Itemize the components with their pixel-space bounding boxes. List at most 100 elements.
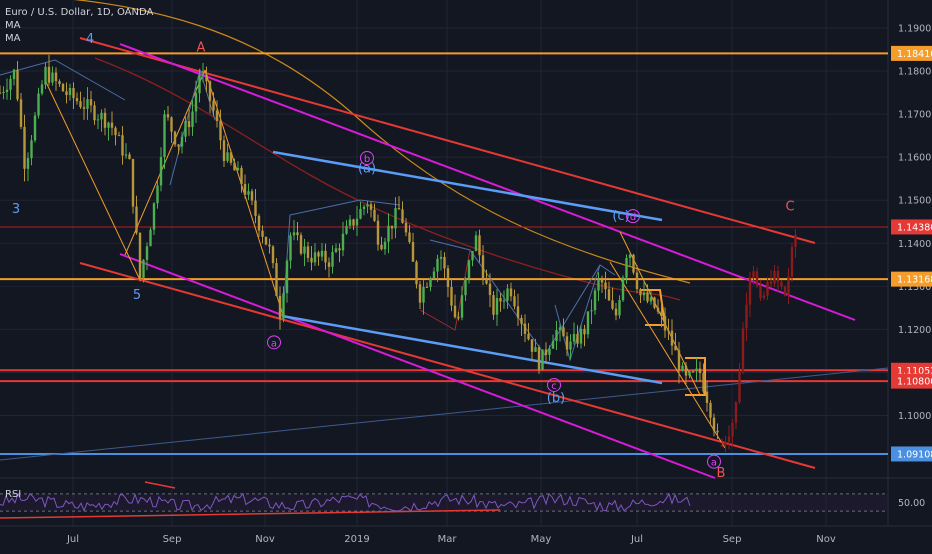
candle-90 xyxy=(313,243,317,266)
price-label-5: 1.09108 xyxy=(891,446,932,462)
x-tick-label-2: Nov xyxy=(255,534,275,545)
candle-118 xyxy=(411,232,415,262)
candle-151 xyxy=(527,323,530,341)
candle-17 xyxy=(58,79,61,87)
candle-78 xyxy=(271,245,275,269)
candle-88 xyxy=(306,241,310,263)
candle-27 xyxy=(93,101,96,125)
projection-candle-13 xyxy=(766,277,769,301)
candle-154 xyxy=(537,344,541,374)
candle-92 xyxy=(320,242,324,261)
candle-175 xyxy=(611,287,614,311)
candle-112 xyxy=(390,225,394,240)
candle-24 xyxy=(82,97,86,120)
candle-162 xyxy=(565,332,569,357)
x-tick-label-7: Sep xyxy=(723,534,742,545)
svg-text:1.09108: 1.09108 xyxy=(897,449,932,460)
x-tick-label-0: Jul xyxy=(66,534,79,545)
candle-39 xyxy=(135,195,138,235)
svg-text:1.14380: 1.14380 xyxy=(897,222,932,233)
wave-label-13: B xyxy=(717,466,726,481)
rsi-line xyxy=(0,492,691,512)
candle-111 xyxy=(387,213,390,254)
svg-text:1.18410: 1.18410 xyxy=(897,49,932,60)
x-tick-label-3: 2019 xyxy=(344,534,369,545)
candle-12 xyxy=(40,80,44,96)
svg-text:4: 4 xyxy=(86,32,94,47)
wave-label-2: 3 xyxy=(12,202,20,217)
candle-53 xyxy=(184,114,187,143)
candle-36 xyxy=(124,143,128,159)
candle-176 xyxy=(614,302,618,321)
candle-202 xyxy=(705,380,709,412)
rsi-label[interactable]: RSI xyxy=(5,489,22,500)
candle-49 xyxy=(170,116,173,143)
candle-136 xyxy=(474,231,478,252)
candle-137 xyxy=(478,229,481,263)
candle-108 xyxy=(376,214,380,251)
candle-192 xyxy=(670,319,674,355)
projection-candle-18 xyxy=(783,285,787,297)
candle-67 xyxy=(233,158,236,171)
candle-185 xyxy=(646,284,649,304)
projection-candle-17 xyxy=(780,279,783,290)
candle-155 xyxy=(541,349,544,371)
candle-143 xyxy=(499,293,502,312)
y-tick-label-1: 1.1800 xyxy=(898,67,931,78)
candle-180 xyxy=(628,253,632,267)
wave-label-9: c xyxy=(547,377,561,392)
candle-82 xyxy=(285,257,289,303)
candle-131 xyxy=(457,311,460,321)
projection-candle-5 xyxy=(738,362,741,405)
candle-198 xyxy=(691,369,695,373)
candle-179 xyxy=(625,254,628,284)
candle-204 xyxy=(712,413,716,437)
svg-text:a: a xyxy=(271,338,277,349)
candle-87 xyxy=(303,238,306,267)
candle-127 xyxy=(443,252,446,278)
projection-candle-9 xyxy=(752,265,755,285)
candle-159 xyxy=(555,320,558,351)
candle-186 xyxy=(649,290,653,305)
candle-33 xyxy=(114,126,117,146)
candle-72 xyxy=(250,188,254,206)
candle-102 xyxy=(355,206,359,236)
candle-25 xyxy=(86,87,89,120)
candle-85 xyxy=(296,221,299,241)
svg-text:a: a xyxy=(711,458,717,469)
svg-text:1.13168: 1.13168 xyxy=(897,275,932,286)
orange-bracket-2 xyxy=(685,357,706,396)
wave-label-1: A xyxy=(197,40,206,55)
candle-28 xyxy=(96,114,100,130)
candle-128 xyxy=(446,265,450,298)
candle-157 xyxy=(548,345,551,361)
candle-188 xyxy=(656,299,660,315)
candle-149 xyxy=(520,314,523,336)
indicator-ma-2[interactable]: MA xyxy=(5,33,21,44)
candle-203 xyxy=(709,400,712,426)
wave-label-11: C xyxy=(785,200,794,215)
wave-label-8: d xyxy=(626,209,640,224)
symbol-title: Euro / U.S. Dollar, 1D, OANDA xyxy=(5,7,154,18)
candle-58 xyxy=(201,62,205,83)
candle-74 xyxy=(257,213,261,237)
candle-2 xyxy=(5,78,9,100)
candle-20 xyxy=(68,83,72,101)
candle-132 xyxy=(460,286,464,321)
candle-158 xyxy=(551,334,555,350)
y-tick-label-9: 1.1000 xyxy=(898,411,931,422)
projection-candle-11 xyxy=(759,279,762,302)
candle-45 xyxy=(156,179,159,209)
candle-129 xyxy=(450,279,453,312)
candle-81 xyxy=(282,286,285,323)
svg-text:1.11052: 1.11052 xyxy=(897,366,932,377)
wave-label-4: b xyxy=(360,151,374,166)
candle-142 xyxy=(495,289,499,326)
candle-64 xyxy=(222,135,226,167)
indicator-ma-1[interactable]: MA xyxy=(5,20,21,31)
svg-text:B: B xyxy=(717,466,726,481)
candle-166 xyxy=(579,324,583,349)
candle-148 xyxy=(516,293,520,326)
